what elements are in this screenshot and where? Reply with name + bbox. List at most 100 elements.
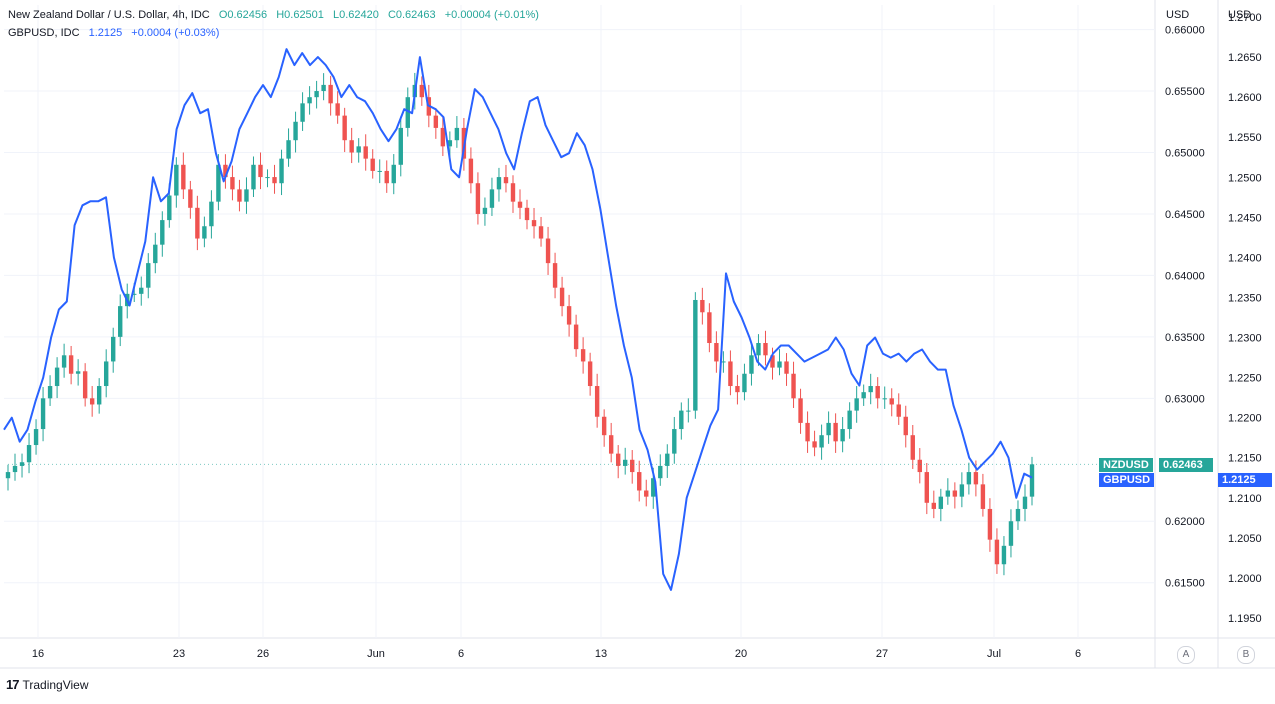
- candle-body: [447, 140, 453, 147]
- compare-change: +0.0004 (+0.03%): [131, 27, 220, 39]
- candle-body: [202, 226, 207, 239]
- candle-body: [440, 127, 446, 147]
- candle-body: [167, 195, 172, 221]
- gbp-name-tag: GBPUSD: [1099, 473, 1155, 487]
- candle-body: [594, 386, 600, 417]
- candle-body: [398, 127, 403, 165]
- left-axis-unit[interactable]: USD: [1166, 9, 1190, 21]
- candle-body: [945, 490, 951, 497]
- candle-body: [300, 103, 305, 122]
- candle-body: [223, 164, 228, 178]
- candle-body: [174, 164, 179, 196]
- candle-body: [868, 386, 873, 393]
- candle-body: [139, 287, 144, 294]
- candle-body: [826, 422, 831, 436]
- candle-body: [279, 158, 284, 184]
- close-value: C0.62463: [387, 9, 436, 21]
- candle-body: [96, 386, 102, 405]
- candle-body: [377, 170, 382, 172]
- candle-body: [216, 164, 221, 202]
- candle-body: [910, 435, 915, 460]
- candle-body: [328, 84, 333, 104]
- candle-body: [26, 445, 32, 463]
- candle-body: [454, 127, 460, 141]
- candle-body: [686, 410, 691, 412]
- candle-body: [573, 324, 579, 350]
- candle-body: [363, 146, 368, 159]
- candle-body: [405, 97, 410, 128]
- right-y-tick-label: 1.2650: [1228, 52, 1262, 64]
- candle-body: [538, 226, 544, 239]
- candle-body: [342, 115, 347, 141]
- candle-body: [637, 472, 642, 491]
- candle-body: [307, 97, 312, 104]
- candle-body: [237, 189, 242, 202]
- candle-body: [651, 478, 656, 497]
- candle-body: [566, 306, 572, 325]
- candle-body: [742, 373, 747, 393]
- x-tick-label: Jun: [367, 648, 385, 660]
- x-tick-label: 13: [595, 648, 607, 660]
- candle-body: [559, 287, 565, 307]
- candle-body: [847, 410, 852, 430]
- x-tick-label: 26: [257, 648, 269, 660]
- candle-body: [770, 355, 775, 368]
- candle-body: [714, 343, 719, 362]
- main-symbol-title[interactable]: New Zealand Dollar / U.S. Dollar, 4h, ID…: [8, 9, 210, 21]
- candle-body: [756, 343, 761, 356]
- low-value: L0.62420: [332, 9, 379, 21]
- x-tick-label: 6: [1075, 648, 1081, 660]
- compare-symbol-title[interactable]: GBPUSD, IDC: [8, 27, 80, 39]
- right-y-tick-label: 1.2700: [1228, 12, 1262, 24]
- candle-body: [258, 164, 263, 178]
- left-y-tick-label: 0.63500: [1165, 332, 1205, 344]
- tradingview-brand[interactable]: TradingView: [22, 677, 89, 692]
- candle-body: [854, 398, 859, 411]
- candle-body: [545, 238, 551, 264]
- candle-body: [531, 220, 537, 227]
- candle-body: [791, 373, 796, 399]
- candle-body: [952, 490, 958, 497]
- candle-body: [510, 183, 516, 202]
- candle-body: [1029, 464, 1035, 497]
- scale-b-button[interactable]: B: [1237, 646, 1255, 664]
- candle-body: [819, 435, 824, 448]
- x-tick-label: Jul: [987, 648, 1001, 660]
- candle-body: [763, 343, 768, 356]
- candle-body: [896, 404, 901, 417]
- candle-body: [693, 299, 698, 411]
- candle-body: [882, 398, 887, 400]
- candle-body: [524, 207, 530, 221]
- candle-body: [749, 355, 754, 374]
- right-y-tick-label: 1.2400: [1228, 252, 1262, 264]
- x-tick-label: 27: [876, 648, 888, 660]
- left-y-tick-label: 0.62000: [1165, 516, 1205, 528]
- candle-body: [1001, 545, 1007, 565]
- x-tick-label: 6: [458, 648, 464, 660]
- candle-body: [721, 361, 726, 363]
- candle-body: [580, 349, 586, 362]
- nzd-price-tag: 0.62463: [1159, 458, 1213, 472]
- candle-body: [188, 189, 193, 208]
- candle-body: [679, 410, 684, 430]
- right-axis-unit[interactable]: USD: [1228, 9, 1252, 21]
- candle-body: [419, 84, 425, 98]
- right-y-tick-label: 1.2300: [1228, 333, 1262, 345]
- left-y-tick-label: 0.61500: [1165, 578, 1205, 590]
- main-legend: New Zealand Dollar / U.S. Dollar, 4h, ID…: [8, 9, 545, 21]
- candle-body: [987, 508, 993, 540]
- candle-body: [68, 355, 74, 374]
- change-value: +0.00004 (+0.01%): [444, 9, 539, 21]
- candle-body: [798, 398, 803, 423]
- candle-body: [973, 472, 979, 485]
- candle-body: [1015, 508, 1021, 522]
- candle-body: [153, 244, 158, 264]
- candle-body: [33, 429, 39, 446]
- tradingview-logo-icon[interactable]: 17: [6, 677, 20, 692]
- right-y-tick-label: 1.2500: [1228, 172, 1262, 184]
- candle-body: [293, 121, 298, 141]
- scale-a-button[interactable]: A: [1177, 646, 1195, 664]
- candle-body: [615, 453, 621, 466]
- candle-body: [994, 539, 1000, 565]
